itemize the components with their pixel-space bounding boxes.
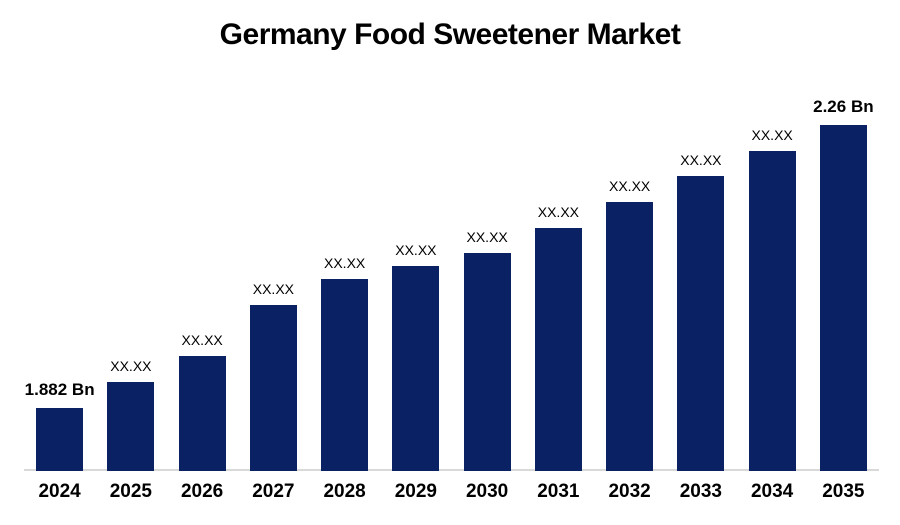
x-axis-label-2030: 2030: [465, 481, 509, 502]
x-axis-label-2028: 2028: [323, 481, 366, 502]
bar-value-label-2035: 2.26 Bn: [813, 97, 874, 116]
bar-value-label-2024: 1.882 Bn: [24, 380, 95, 399]
bar-2029: [392, 266, 440, 471]
bar-2033: [677, 176, 725, 471]
bar-2030: [463, 253, 511, 471]
bar-2028: [321, 279, 369, 471]
bar-2031: [534, 228, 582, 471]
x-axis-label-2025: 2025: [109, 481, 153, 502]
bar-value-label-2030: XX.XX: [466, 229, 508, 245]
bar-2024: [36, 408, 84, 471]
x-axis-label-2032: 2032: [608, 481, 651, 502]
x-axis-label-2029: 2029: [394, 481, 438, 502]
bar-value-label-2034: XX.XX: [751, 127, 793, 143]
bar-value-label-2025: XX.XX: [110, 358, 152, 374]
x-axis-line: [24, 469, 879, 471]
bar-value-label-2031: XX.XX: [537, 204, 579, 220]
bar-value-label-2027: XX.XX: [252, 281, 294, 297]
x-axis-label-2035: 2035: [822, 481, 865, 502]
bar-value-label-2026: XX.XX: [181, 332, 223, 348]
x-axis-label-2026: 2026: [180, 481, 224, 502]
bar-2027: [249, 305, 297, 471]
x-axis-label-2024: 2024: [38, 481, 81, 502]
x-axis-label-2027: 2027: [252, 481, 295, 502]
bar-2035: [819, 125, 867, 471]
bar-value-label-2032: XX.XX: [609, 178, 651, 194]
bar-2034: [748, 151, 796, 471]
bar-2032: [606, 202, 654, 471]
bar-value-label-2028: XX.XX: [324, 255, 366, 271]
x-axis-label-2034: 2034: [750, 481, 794, 502]
bar-value-label-2029: XX.XX: [395, 242, 437, 258]
chart-title: Germany Food Sweetener Market: [219, 18, 681, 51]
bar-2026: [178, 356, 226, 471]
x-axis-label-2031: 2031: [537, 481, 580, 502]
bar-2025: [107, 382, 155, 471]
bar-value-label-2033: XX.XX: [680, 152, 722, 168]
plot-area: 1.882 Bn XX.XX XX.XX XX.XX XX.XX XX.XX XX.XX XX…: [24, 97, 879, 502]
x-axis-label-2033: 2033: [679, 481, 723, 502]
